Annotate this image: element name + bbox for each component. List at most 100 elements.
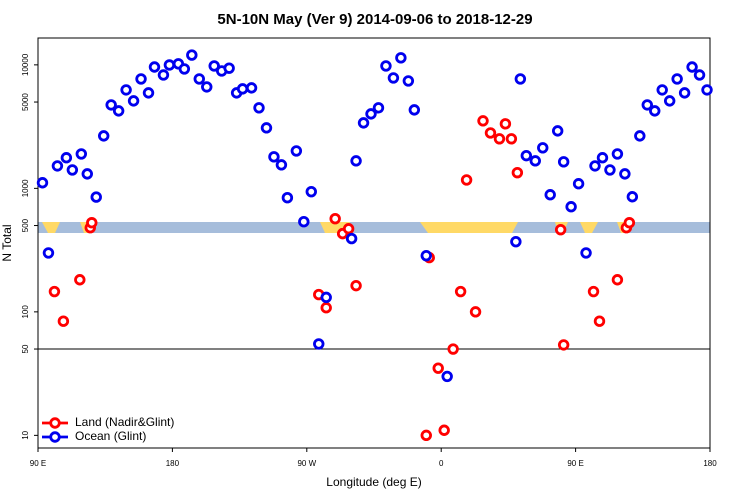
point: [544, 189, 556, 201]
point: [663, 95, 676, 107]
point: [387, 72, 400, 84]
point: [441, 370, 453, 383]
point: [157, 69, 170, 81]
point: [454, 285, 467, 298]
point: [178, 63, 191, 75]
point: [505, 133, 518, 145]
point: [329, 212, 341, 225]
y-tick-label: 10000: [21, 53, 30, 76]
point: [596, 152, 609, 164]
point: [201, 81, 213, 93]
point: [380, 60, 392, 72]
point: [320, 291, 332, 304]
point: [623, 217, 636, 229]
point: [365, 108, 377, 120]
point: [372, 102, 385, 114]
point: [313, 338, 325, 350]
point: [420, 249, 432, 262]
point: [408, 104, 421, 116]
point: [565, 201, 577, 213]
point: [208, 60, 220, 72]
legend-marker: [49, 417, 61, 429]
point: [649, 105, 661, 117]
point: [686, 61, 698, 73]
point: [75, 148, 88, 160]
x-tick-label: 180: [166, 459, 180, 468]
y-tick-label: 500: [21, 218, 30, 232]
point: [268, 151, 280, 163]
point: [90, 191, 102, 203]
point: [593, 315, 606, 327]
point: [587, 285, 600, 298]
point: [499, 118, 512, 130]
point: [81, 168, 93, 180]
x-tick-label: 90 E: [30, 459, 46, 468]
point: [580, 247, 592, 259]
point: [51, 160, 64, 172]
point: [447, 343, 459, 355]
point: [395, 52, 407, 64]
point: [537, 142, 549, 154]
point: [120, 84, 132, 96]
chart-title: 5N-10N May (Ver 9) 2014-09-06 to 2018-12…: [217, 11, 532, 28]
point: [236, 83, 249, 95]
point: [112, 105, 125, 117]
x-tick-label: 90 W: [297, 459, 316, 468]
point: [245, 82, 258, 94]
point: [57, 315, 70, 327]
point: [193, 73, 205, 85]
point: [342, 223, 355, 235]
x-tick-label: 90 E: [567, 459, 583, 468]
legend-marker: [49, 431, 61, 443]
point: [66, 164, 79, 176]
point: [511, 166, 524, 179]
point: [671, 73, 683, 85]
point: [305, 185, 317, 198]
point: [105, 99, 117, 111]
point: [350, 155, 362, 167]
x-axis-label: Longitude (deg E): [326, 475, 421, 489]
point: [484, 127, 497, 139]
point: [135, 73, 147, 85]
map-strip: [38, 222, 710, 233]
point: [493, 133, 506, 145]
point: [36, 177, 49, 189]
point: [298, 216, 310, 228]
point: [460, 174, 473, 186]
point: [572, 178, 585, 190]
x-tick-label: 180: [703, 459, 717, 468]
point: [142, 87, 155, 99]
point: [551, 125, 564, 137]
point: [260, 122, 273, 134]
point: [611, 274, 624, 286]
y-tick-label: 10: [21, 430, 30, 439]
point: [604, 164, 616, 176]
point: [163, 59, 176, 71]
legend: Land (Nadir&Glint)Ocean (Glint): [42, 415, 174, 443]
point: [74, 274, 86, 286]
point: [320, 302, 332, 314]
point: [701, 84, 713, 96]
point: [656, 84, 668, 96]
point: [619, 168, 631, 180]
x-tick-label: 0: [439, 459, 444, 468]
point: [678, 87, 691, 99]
point: [223, 62, 235, 74]
point: [253, 102, 265, 114]
point: [345, 232, 358, 245]
point: [42, 247, 55, 259]
legend-label: Land (Nadir&Glint): [75, 415, 174, 429]
point: [275, 159, 288, 171]
point: [438, 424, 450, 436]
point: [469, 306, 482, 318]
point: [477, 115, 489, 127]
point: [520, 149, 533, 162]
point: [186, 49, 198, 61]
point: [127, 95, 140, 107]
point: [281, 192, 294, 204]
y-tick-label: 50: [21, 344, 30, 353]
point: [357, 117, 370, 129]
point: [641, 99, 653, 111]
point: [98, 130, 110, 142]
